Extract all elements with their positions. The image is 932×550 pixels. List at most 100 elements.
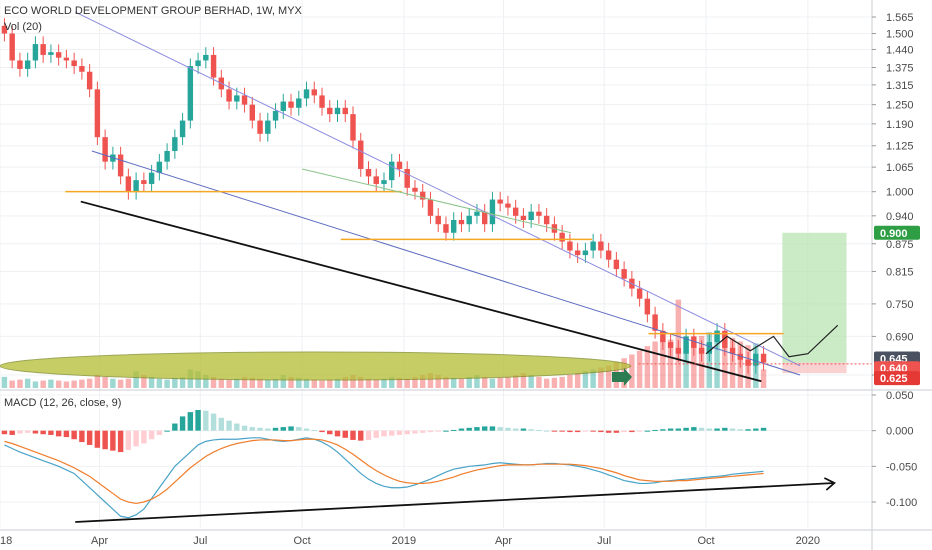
macd-tick-label: 0.000 <box>886 426 914 438</box>
candle-body <box>543 215 550 225</box>
volume-ellipse <box>0 351 632 381</box>
volume-bar <box>40 380 46 388</box>
macd-histogram-bar <box>102 430 108 450</box>
volume-bar <box>334 378 341 388</box>
volume-bar <box>218 378 225 388</box>
candle-body <box>32 44 39 61</box>
time-axis[interactable]: 2018 Apr Jul Oct 2019 Apr Jul Oct 2020 <box>0 535 820 547</box>
macd-histogram-bar <box>474 427 480 431</box>
macd-histogram-bar <box>334 430 341 437</box>
volume-bar <box>296 377 302 388</box>
macd-histogram-bar <box>365 430 372 440</box>
candle-body <box>125 176 132 192</box>
candle-body <box>559 232 565 242</box>
macd-histogram-bar <box>210 413 217 431</box>
volume-bar <box>102 376 108 388</box>
macd-histogram-bar <box>737 429 744 431</box>
volume-bar <box>288 376 294 388</box>
volume-bar <box>598 367 604 388</box>
volume-bar <box>574 373 581 388</box>
macd-histogram-bar <box>125 430 132 450</box>
price-tick-label: 1.190 <box>886 119 914 131</box>
candle-body <box>644 298 651 315</box>
macd-histogram-bar <box>489 426 496 431</box>
target-zone <box>782 232 847 363</box>
volume-bar <box>420 374 426 388</box>
macd-histogram-bar <box>156 430 163 435</box>
volume-bar <box>714 330 720 388</box>
candle-body <box>443 224 449 233</box>
macd-histogram-bar <box>605 430 612 433</box>
macd-histogram-bar <box>280 427 287 431</box>
macd-histogram-bar <box>303 428 310 431</box>
price-tick-label: 1.000 <box>886 187 914 199</box>
volume-bar <box>156 378 163 388</box>
candle-body <box>241 95 248 105</box>
macd-histogram-bar <box>528 429 534 431</box>
candle-body <box>667 342 674 348</box>
candle-body <box>691 336 697 348</box>
volume-bar <box>55 380 62 388</box>
candle-body <box>675 347 682 354</box>
macd-histogram-bar <box>117 430 124 453</box>
macd-pane <box>1 409 836 523</box>
volume-bar <box>722 334 728 388</box>
macd-histogram-bar <box>1 430 8 435</box>
candle-body <box>512 207 519 216</box>
volume-bar <box>71 380 77 388</box>
time-tick-label: 2019 <box>392 535 416 547</box>
volume-bar <box>117 379 124 388</box>
candle-body <box>598 241 604 251</box>
time-tick-label: Oct <box>294 535 311 547</box>
volume-divergence-line <box>80 200 762 383</box>
price-badge-label: 0.900 <box>880 228 908 240</box>
candle-body <box>79 66 85 72</box>
macd-histogram-bar <box>629 430 635 433</box>
candle-body <box>574 250 581 256</box>
macd-histogram-bar <box>71 430 77 440</box>
candle-body <box>133 180 139 192</box>
candle-body <box>381 180 387 184</box>
candle-body <box>164 150 170 162</box>
price-axis[interactable]: 1.565 1.500 1.440 1.375 1.315 1.250 1.190 1.125… <box>871 0 920 550</box>
candle-body <box>427 199 434 216</box>
candle-body <box>172 137 178 151</box>
candle-body <box>698 347 705 354</box>
volume-bar <box>644 346 651 388</box>
macd-histogram-bar <box>24 430 31 433</box>
macd-histogram-bar <box>667 428 674 431</box>
price-tick-label: 0.940 <box>886 211 914 223</box>
overlay-zones <box>782 232 847 374</box>
macd-histogram-bar <box>133 430 139 447</box>
volume-bar <box>443 376 449 388</box>
macd-histogram-bar <box>164 430 170 432</box>
macd-histogram-bar <box>179 416 186 431</box>
volume-bar <box>489 378 496 388</box>
candle-body <box>195 60 201 67</box>
macd-histogram-bar <box>234 423 240 431</box>
volume-label: Vol (20) <box>4 21 42 33</box>
volume-bar <box>373 379 379 388</box>
drawing-tools <box>0 11 872 386</box>
price-badge <box>874 225 920 240</box>
volume-bar <box>350 374 356 388</box>
candle-body <box>210 54 217 78</box>
macd-tick-label: -0.100 <box>886 497 917 509</box>
macd-histogram-bar <box>404 430 410 435</box>
price-tick-label: 0.815 <box>886 266 914 278</box>
candle-body <box>203 54 209 61</box>
candle-body <box>288 101 294 108</box>
candle-body <box>474 211 480 216</box>
macd-histogram-bar <box>760 427 767 431</box>
volume-bar <box>683 343 689 388</box>
macd-histogram-bar <box>675 428 682 431</box>
candle-body <box>396 161 403 169</box>
price-badge-label: 0.625 <box>880 373 908 385</box>
candle-body <box>187 66 194 121</box>
candle-body <box>24 60 31 69</box>
volume-bar <box>512 374 519 388</box>
candle-body <box>303 89 310 99</box>
volume-bar <box>249 377 256 388</box>
macd-label: MACD (12, 26, close, 9) <box>4 397 121 409</box>
